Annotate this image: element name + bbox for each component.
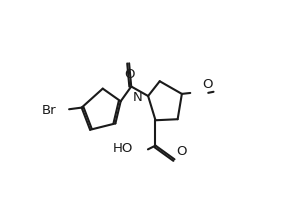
Text: N: N xyxy=(133,91,143,104)
Text: O: O xyxy=(124,68,134,81)
Text: O: O xyxy=(177,145,187,158)
Text: Br: Br xyxy=(42,104,56,117)
Text: O: O xyxy=(202,78,212,91)
Text: HO: HO xyxy=(113,142,133,155)
